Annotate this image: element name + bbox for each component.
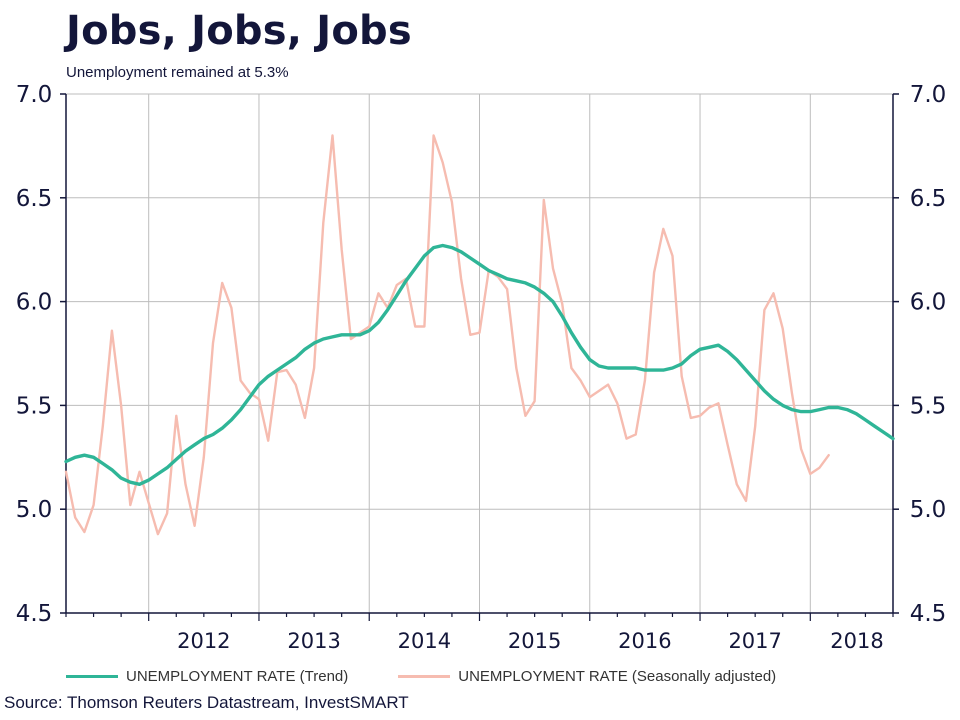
y-tick-label-left: 6.0 [16, 290, 53, 316]
y-tick-label-left: 4.5 [16, 601, 53, 627]
x-tick-label: 2014 [398, 629, 451, 653]
x-tick-label: 2016 [618, 629, 671, 653]
x-tick-label: 2013 [287, 629, 340, 653]
y-tick-label-left: 5.0 [16, 497, 53, 523]
x-tick-label: 2015 [508, 629, 561, 653]
series-line-trend [64, 243, 895, 486]
source-note: Source: Thomson Reuters Datastream, Inve… [4, 693, 409, 712]
legend-label-trend: UNEMPLOYMENT RATE (Trend) [126, 668, 349, 685]
legend-swatch-seasonal [398, 675, 451, 678]
y-tick-label-right: 4.5 [910, 601, 947, 627]
legend-swatch-trend [66, 675, 118, 678]
y-tick-label-left: 5.5 [16, 393, 53, 419]
legend-item-trend: UNEMPLOYMENT RATE (Trend) [66, 668, 348, 685]
y-tick-label-right: 7.0 [910, 82, 947, 108]
legend-item-seasonal: UNEMPLOYMENT RATE (Seasonally adjusted) [398, 668, 776, 685]
y-tick-label-right: 6.5 [910, 186, 947, 212]
y-tick-label-right: 5.0 [910, 497, 947, 523]
x-tick-label: 2018 [830, 629, 883, 653]
x-tick-label: 2017 [728, 629, 781, 653]
chart-title: Jobs, Jobs, Jobs [66, 8, 412, 54]
chart-subtitle: Unemployment remained at 5.3% [66, 64, 289, 81]
legend-label-seasonal: UNEMPLOYMENT RATE (Seasonally adjusted) [458, 668, 777, 685]
y-tick-label-right: 6.0 [910, 290, 947, 316]
y-tick-label-left: 6.5 [16, 186, 53, 212]
y-tick-label-right: 5.5 [910, 393, 947, 419]
x-tick-label: 2012 [177, 629, 230, 653]
y-tick-label-left: 7.0 [16, 82, 53, 108]
series-line-seasonal [64, 134, 830, 536]
legend: UNEMPLOYMENT RATE (Trend) UNEMPLOYMENT R… [66, 668, 826, 685]
